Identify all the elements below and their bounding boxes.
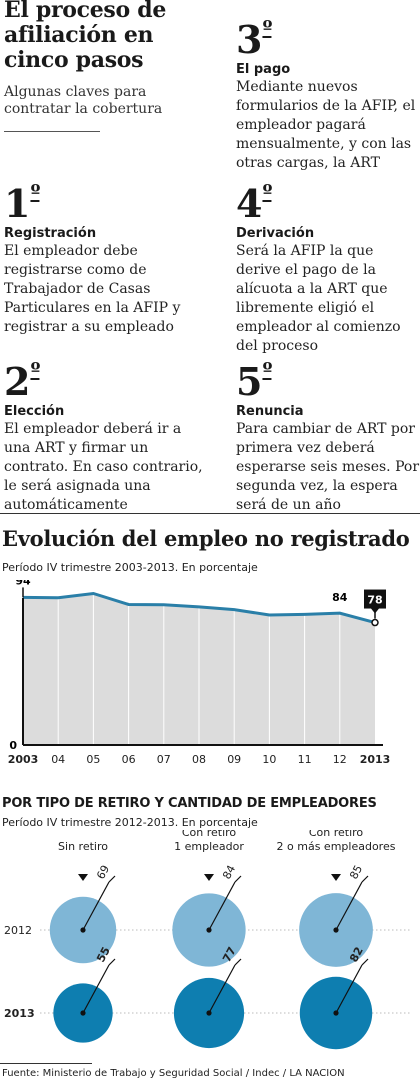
x-tick-label: 2013 [360, 753, 391, 766]
category-label: Con retiro [182, 830, 237, 839]
step-body: El empleador debe registrarse como de Tr… [4, 243, 181, 335]
category-label: 1 empleador [174, 840, 244, 853]
step-title: Renuncia [236, 404, 304, 419]
step-2: 2º Elección El empleador deberá ir a una… [4, 350, 204, 515]
value-leader [208, 964, 236, 1014]
bubble-chart-subtitle: Período IV trimestre 2012-2013. En porce… [2, 816, 258, 829]
bubble-value-label: 69 [94, 863, 112, 881]
highlight-box [364, 589, 386, 609]
step-body: Será la AFIP la que derive el pago de la… [236, 243, 401, 354]
bubble-value-label: 55 [94, 945, 113, 965]
value-leader-cap [108, 875, 116, 883]
bubble-chart-title: POR TIPO DE RETIRO Y CANTIDAD DE EMPLEAD… [2, 796, 377, 811]
step-5: 5º Renuncia Para cambiar de ART por prim… [236, 350, 420, 515]
value-leader [335, 964, 363, 1014]
chart-subtitle: Período IV trimestre 2003-2013. En porce… [2, 561, 258, 574]
value-leader-cap [361, 875, 369, 883]
step-title: El pago [236, 62, 291, 77]
row-label: 2013 [4, 1007, 35, 1020]
value-leader-cap [108, 958, 116, 966]
category-label: Sin retiro [58, 840, 108, 853]
step-number: 1º [4, 180, 40, 226]
series-line [22, 591, 376, 624]
x-tick-label: 2003 [8, 753, 39, 766]
step-body: Mediante nuevos formularios de la AFIP, … [236, 79, 416, 171]
value-leader-cap [361, 958, 369, 966]
section-divider [0, 513, 420, 514]
step-number: 4º [236, 180, 272, 226]
bubble-value-label: 84 [220, 863, 238, 881]
value-leader [82, 881, 110, 931]
chart-title: Evolución del empleo no registrado [2, 526, 410, 551]
value-leader [82, 964, 110, 1014]
category-pointer [204, 874, 214, 881]
source-note: Fuente: Ministerio de Trabajo y Segurida… [2, 1068, 345, 1079]
x-tick-label: 09 [227, 753, 241, 766]
x-tick-label: 06 [122, 753, 136, 766]
x-tick-label: 07 [157, 753, 171, 766]
page-subtitle: Algunas claves para contratar la cobertu… [4, 84, 163, 117]
x-tick-label: 04 [51, 753, 65, 766]
footer-divider [0, 1063, 92, 1064]
category-label: 2 o más empleadores [277, 840, 396, 853]
x-tick-label: 05 [86, 753, 100, 766]
step-3: 3º El pago Mediante nuevos formularios d… [236, 8, 420, 173]
point-label: 84 [332, 591, 348, 604]
bubble-value-label: 82 [347, 945, 366, 965]
value-leader-cap [234, 875, 242, 883]
value-leader [335, 881, 363, 931]
value-leader [208, 881, 236, 931]
step-number: 5º [236, 358, 272, 404]
page-title: El proceso de afiliación en cinco pasos [4, 0, 167, 73]
x-tick-label: 10 [262, 753, 276, 766]
step-body: Para cambiar de ART por primera vez debe… [236, 421, 420, 513]
bubble-value-label: 77 [220, 945, 239, 965]
y-origin-label: 0 [9, 739, 17, 752]
point-label: 94 [15, 580, 31, 587]
category-label: Con retiro [309, 830, 364, 839]
x-tick-label: 08 [192, 753, 206, 766]
step-title: Elección [4, 404, 65, 419]
step-body: El empleador deberá ir a una ART y firma… [4, 421, 203, 513]
point-marker [371, 618, 379, 627]
category-pointer [331, 874, 341, 881]
x-tick-label: 12 [333, 753, 347, 766]
category-pointer [78, 874, 88, 881]
bubble-value-label: 85 [347, 863, 365, 881]
value-leader-cap [234, 958, 242, 966]
row-label: 2012 [4, 924, 32, 937]
step-title: Registración [4, 226, 97, 241]
step-1: 1º Registración El empleador debe regist… [4, 172, 200, 337]
step-number: 3º [236, 16, 272, 62]
highlight-pointer [371, 608, 379, 614]
step-title: Derivación [236, 226, 315, 241]
point-label: 78 [367, 594, 382, 607]
title-divider [4, 131, 100, 132]
x-tick-label: 11 [298, 753, 312, 766]
step-number: 2º [4, 358, 40, 404]
step-4: 4º Derivación Será la AFIP la que derive… [236, 172, 420, 356]
